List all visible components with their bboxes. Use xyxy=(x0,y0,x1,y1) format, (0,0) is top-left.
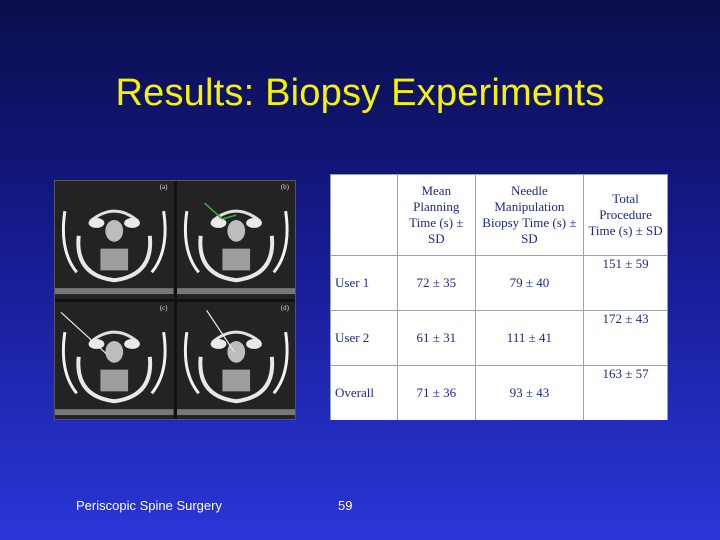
panel-label: (d) xyxy=(280,303,289,312)
table-row-label: Overall xyxy=(330,365,398,420)
table-header-cell: Mean Planning Time (s) ± SD xyxy=(396,174,476,256)
ct-slice-image xyxy=(176,301,295,419)
ct-slice-image xyxy=(176,181,295,299)
table-header-cell: Needle Manipulation Biopsy Time (s) ± SD xyxy=(474,174,585,256)
results-table-container: Mean Planning Time (s) ± SD Needle Manip… xyxy=(330,174,668,420)
table-header-cell: Total Procedure Time (s) ± SD xyxy=(583,174,668,256)
ct-panel-a: (a) xyxy=(55,181,174,299)
ct-panel-d: (d) xyxy=(176,301,295,419)
table-cell: 61 ± 31 xyxy=(396,310,476,366)
table-cell: 151 ± 59 xyxy=(583,255,668,311)
table-cell: 72 ± 35 xyxy=(396,255,476,311)
panel-label: (b) xyxy=(280,183,289,191)
panel-label: (c) xyxy=(159,303,168,312)
table-cell: 93 ± 43 xyxy=(474,365,585,420)
slide-title: Results: Biopsy Experiments xyxy=(115,72,605,114)
table-header-cell xyxy=(330,174,398,256)
table-header-row: Mean Planning Time (s) ± SD Needle Manip… xyxy=(330,174,668,256)
ct-panel-b: (b) xyxy=(176,181,295,299)
table-row: User 2 61 ± 31 111 ± 41 172 ± 43 xyxy=(330,310,668,366)
table-cell: 79 ± 40 xyxy=(474,255,585,311)
table-row: User 1 72 ± 35 79 ± 40 151 ± 59 xyxy=(330,255,668,311)
table-cell: 71 ± 36 xyxy=(396,365,476,420)
ct-slice-image xyxy=(55,181,174,299)
table-cell: 163 ± 57 xyxy=(583,365,668,420)
panel-label: (a) xyxy=(159,183,168,191)
table-row-label: User 1 xyxy=(330,255,398,311)
ct-slice-image xyxy=(55,301,174,419)
table-row: Overall 71 ± 36 93 ± 43 163 ± 57 xyxy=(330,365,668,420)
footer-page-number: 59 xyxy=(338,498,353,513)
table-cell: 111 ± 41 xyxy=(474,310,585,366)
ct-panel-c: (c) xyxy=(55,301,174,419)
ct-image-grid: (a) (b) xyxy=(54,180,296,420)
table-row-label: User 2 xyxy=(330,310,398,366)
footer-presentation-title: Periscopic Spine Surgery xyxy=(76,498,222,513)
results-table: Mean Planning Time (s) ± SD Needle Manip… xyxy=(330,174,668,420)
table-cell: 172 ± 43 xyxy=(583,310,668,366)
